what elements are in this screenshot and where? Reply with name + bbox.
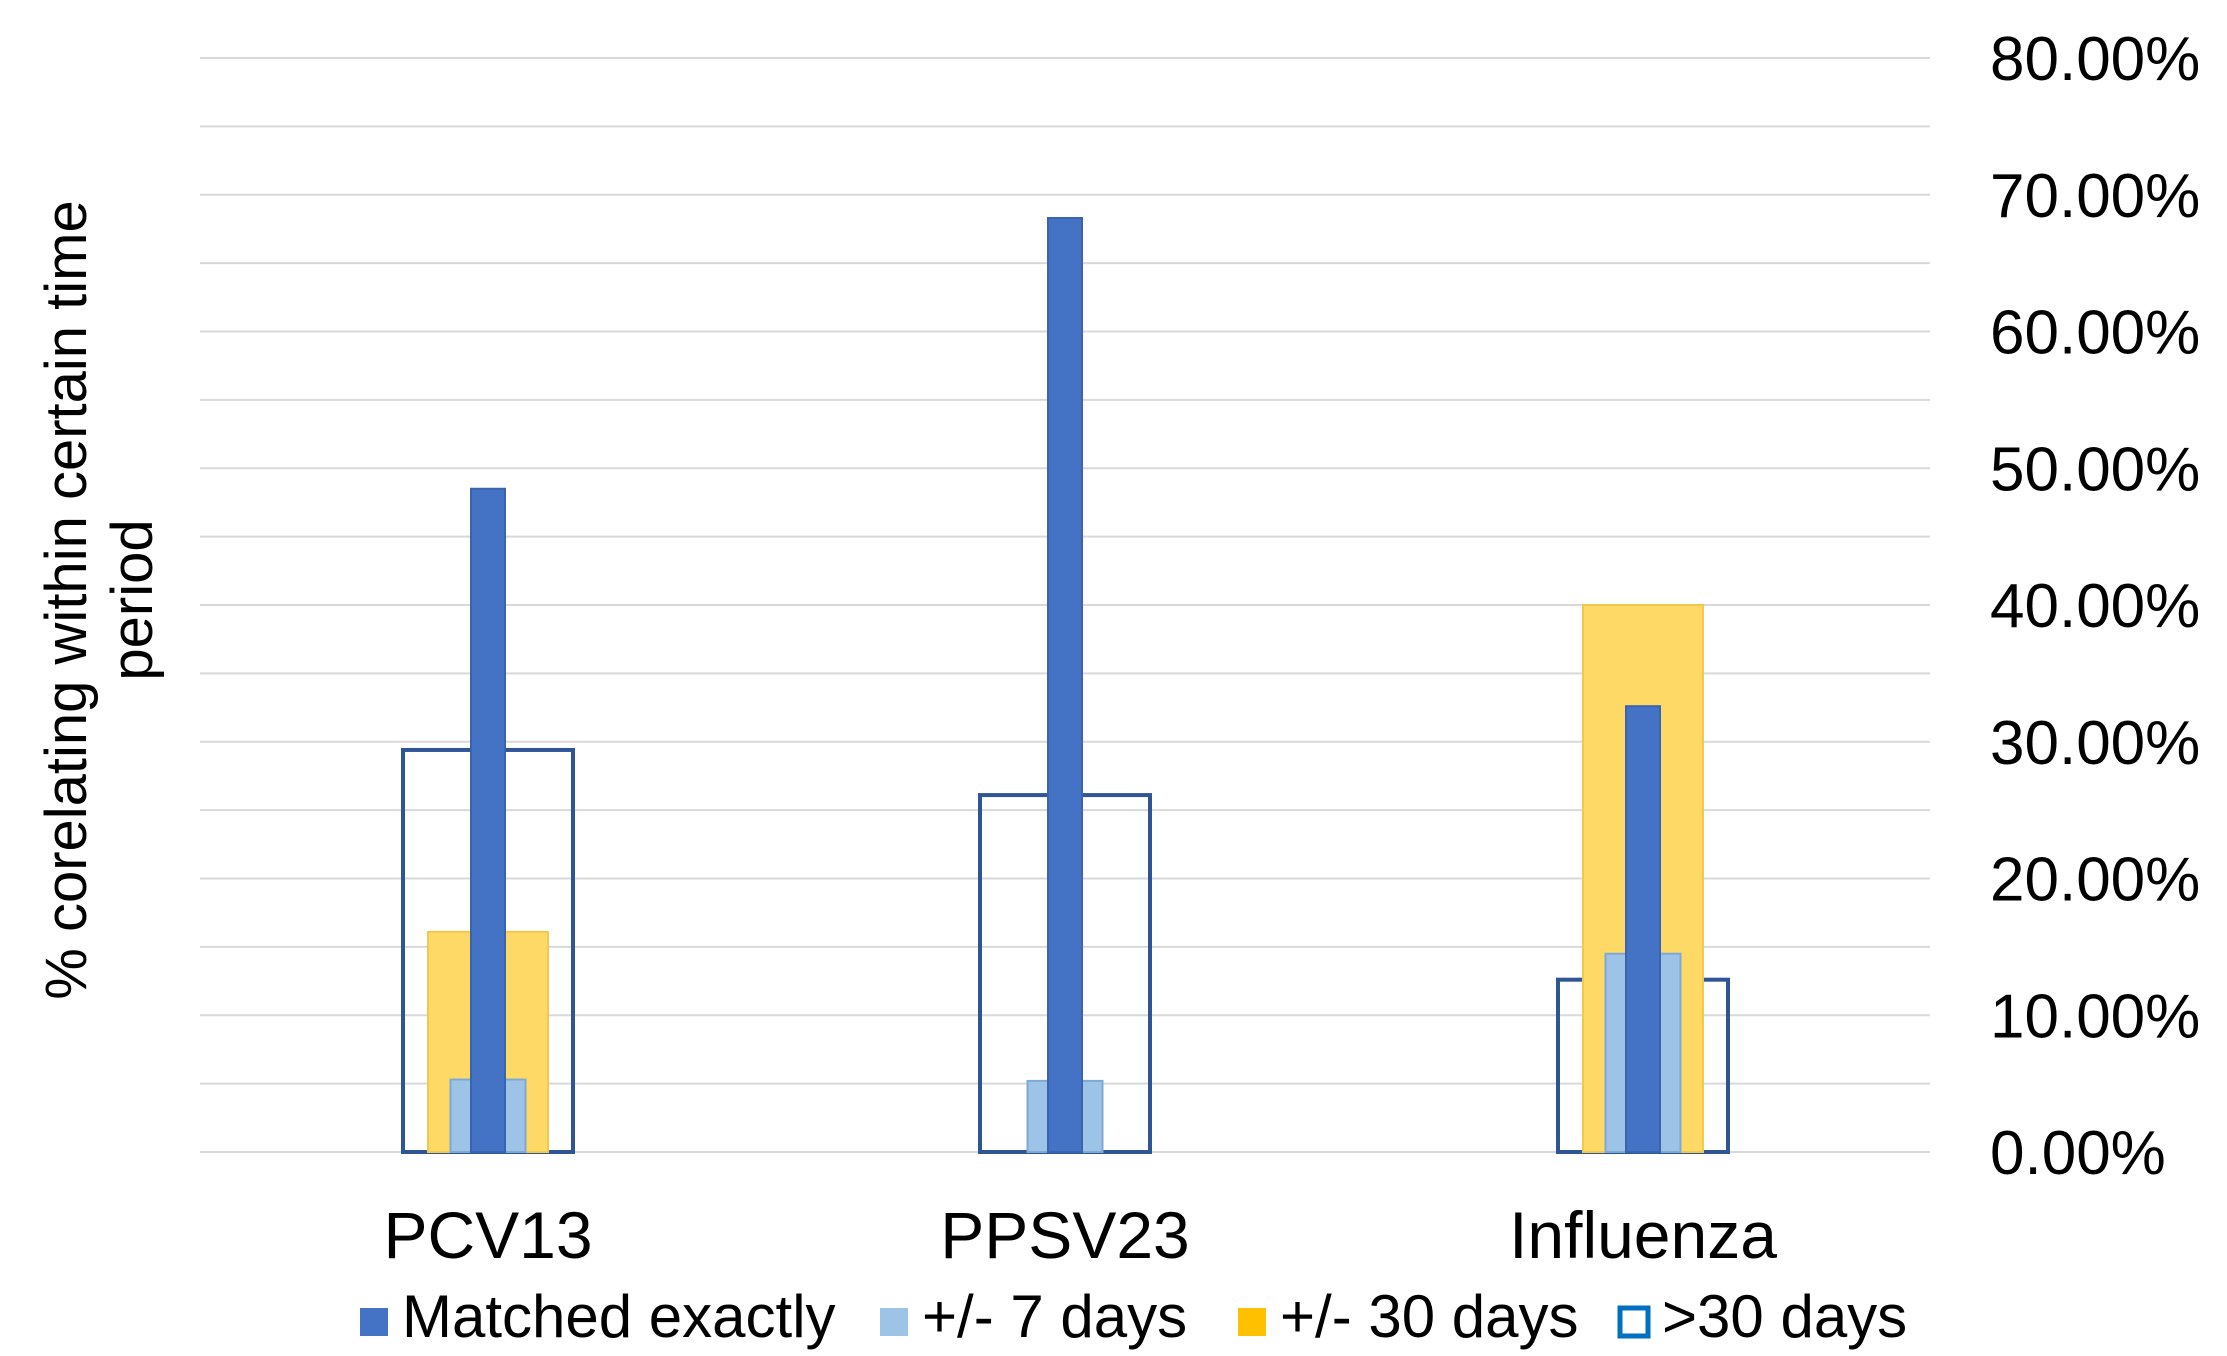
y-tick-label: 40.00%	[1990, 572, 2200, 641]
category-label-influenza: Influenza	[1509, 1198, 1777, 1272]
legend-marker-matched-exactly	[360, 1308, 388, 1336]
legend-marker-30-days	[1238, 1308, 1266, 1336]
legend-label-7-days: +/- 7 days	[922, 1283, 1187, 1350]
y-tick-label: 0.00%	[1990, 1119, 2166, 1188]
y-tick-label: 50.00%	[1990, 435, 2200, 504]
bars	[401, 216, 1730, 1155]
legend-label-30-days: +/- 30 days	[1280, 1283, 1579, 1350]
category-label-ppsv23: PPSV23	[940, 1198, 1190, 1272]
y-tick-label: 20.00%	[1990, 846, 2200, 915]
category-labels: PCV13 PPSV23 Influenza	[383, 1198, 1777, 1272]
bar-matched-exactly-pcv13	[470, 487, 506, 1153]
legend-marker-7-days	[880, 1308, 908, 1336]
y-tick-label: 60.00%	[1990, 299, 2200, 368]
legend-marker-over-30-days	[1617, 1305, 1651, 1339]
bar-matched-exactly-influenza	[1625, 705, 1661, 1153]
y-tick-label: 80.00%	[1990, 25, 2200, 94]
legend: Matched exactly +/- 7 days +/- 30 days >30 …	[360, 1283, 1907, 1350]
y-tick-label: 30.00%	[1990, 709, 2200, 778]
y-axis-title: % corelating within certain timeperiod	[34, 200, 165, 999]
y-tick-labels: 0.00% 10.00% 20.00% 30.00% 40.00% 50.00% 60.00…	[1990, 25, 2200, 1188]
y-tick-label: 70.00%	[1990, 162, 2200, 231]
y-tick-label: 10.00%	[1990, 982, 2200, 1051]
category-label-pcv13: PCV13	[383, 1198, 592, 1272]
bar-matched-exactly-ppsv23	[1047, 216, 1083, 1153]
legend-label-over-30-days: >30 days	[1662, 1283, 1907, 1350]
legend-label-matched-exactly: Matched exactly	[402, 1283, 836, 1350]
